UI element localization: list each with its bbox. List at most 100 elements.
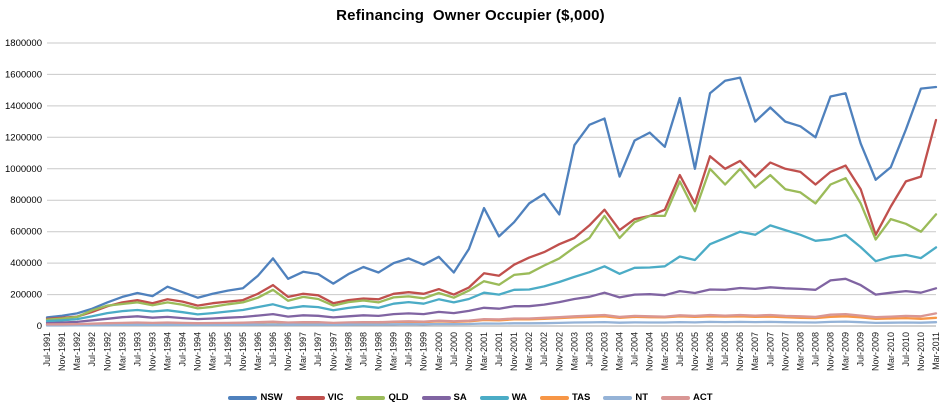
x-tick-label: Nov-2006 (735, 332, 745, 371)
x-tick-label: Nov-1995 (238, 332, 248, 371)
x-tick-label: Nov-1991 (57, 332, 67, 371)
x-tick-label: Mar-2007 (750, 332, 760, 371)
legend-label-nt: NT (635, 392, 649, 403)
chart-legend: NSW VIC QLD SA WA TAS NT ACT (0, 392, 941, 403)
x-tick-label: Mar-1994 (163, 332, 173, 371)
x-tick-label: Mar-2011 (931, 332, 941, 370)
x-tick-label: Nov-2000 (464, 332, 474, 371)
x-tick-label: Jul-1999 (404, 332, 414, 367)
legend-swatch-vic (295, 395, 325, 400)
x-tick-label: Nov-1992 (102, 332, 112, 371)
x-tick-label: Jul-1995 (223, 332, 233, 367)
x-tick-label: Mar-1996 (253, 332, 263, 371)
legend-swatch-nsw (228, 395, 258, 400)
x-tick-label: Jul-1992 (87, 332, 97, 367)
x-tick-label: Jul-1997 (313, 332, 323, 367)
y-tick-label: 1200000 (5, 132, 42, 143)
legend-swatch-sa (421, 395, 451, 400)
legend-label-qld: QLD (388, 392, 409, 403)
x-tick-label: Jul-2006 (720, 332, 730, 367)
x-tick-label: Jul-2009 (856, 332, 866, 367)
x-tick-label: Nov-1999 (419, 332, 429, 371)
series-line-wa (45, 224, 938, 323)
x-tick-label: Nov-2001 (509, 332, 519, 371)
x-tick-label: Nov-2004 (645, 332, 655, 371)
x-tick-label: Mar-2003 (569, 332, 579, 371)
x-tick-label: Mar-2010 (886, 332, 896, 371)
y-tick-label: 1800000 (5, 38, 42, 49)
y-tick-label: 1600000 (5, 69, 42, 80)
y-tick-label: 1400000 (5, 101, 42, 112)
series-line-act (45, 312, 938, 326)
x-tick-label: Jul-1991 (42, 332, 52, 367)
x-tick-label: Jul-2000 (449, 332, 459, 367)
y-tick-label: 1000000 (5, 164, 42, 175)
x-tick-label: Mar-1992 (72, 332, 82, 371)
x-tick-label: Nov-1996 (283, 332, 293, 371)
x-tick-label: Mar-2009 (841, 332, 851, 371)
legend-label-nsw: NSW (260, 392, 283, 403)
legend-swatch-wa (479, 395, 509, 400)
x-tick-label: Jul-1996 (268, 332, 278, 367)
x-tick-label: Nov-2002 (554, 332, 564, 371)
x-tick-label: Mar-2001 (479, 332, 489, 371)
x-tick-label: Jul-2010 (901, 332, 911, 367)
x-tick-label: Nov-2005 (690, 332, 700, 371)
x-tick-label: Nov-1994 (193, 332, 203, 371)
x-tick-label: Nov-1993 (148, 332, 158, 371)
legend-label-tas: TAS (572, 392, 591, 403)
x-tick-label: Jul-1998 (358, 332, 368, 367)
legend-item-wa: WA (479, 392, 528, 403)
chart-title: Refinancing Owner Occupier ($,000) (336, 7, 605, 24)
x-tick-label: Nov-2009 (871, 332, 881, 371)
x-tick-label: Jul-2001 (494, 332, 504, 367)
x-tick-label: Mar-1999 (389, 332, 399, 371)
y-tick-label: 200000 (10, 290, 42, 301)
legend-item-nt: NT (603, 392, 648, 403)
legend-item-nsw: NSW (228, 392, 283, 403)
x-tick-label: Nov-1997 (328, 332, 338, 371)
x-tick-label: Jul-2007 (765, 332, 775, 367)
x-tick-label: Jul-2004 (630, 332, 640, 367)
x-tick-label: Mar-2008 (795, 332, 805, 371)
legend-swatch-tas (540, 395, 570, 400)
legend-label-act: ACT (693, 392, 713, 403)
y-tick-label: 0 (37, 321, 42, 332)
y-tick-label: 400000 (10, 258, 42, 269)
x-tick-label: Nov-1998 (374, 332, 384, 371)
legend-item-vic: VIC (295, 392, 344, 403)
x-tick-label: Jul-2008 (811, 332, 821, 367)
x-tick-label: Mar-2005 (660, 332, 670, 371)
legend-swatch-act (661, 395, 691, 400)
x-tick-label: Mar-2004 (615, 332, 625, 371)
x-tick-label: Nov-2008 (826, 332, 836, 371)
legend-item-act: ACT (661, 392, 713, 403)
legend-label-sa: SA (453, 392, 467, 403)
x-tick-label: Nov-2010 (916, 332, 926, 371)
series-line-qld (45, 167, 938, 321)
x-tick-label: Mar-1993 (117, 332, 127, 371)
y-tick-label: 800000 (10, 195, 42, 206)
series-line-nsw (45, 76, 938, 319)
x-tick-label: Jul-2005 (675, 332, 685, 367)
x-tick-label: Nov-2007 (780, 332, 790, 371)
x-tick-label: Mar-2000 (434, 332, 444, 371)
x-tick-label: Mar-1997 (298, 332, 308, 371)
legend-swatch-nt (603, 395, 633, 400)
x-tick-label: Jul-1994 (178, 332, 188, 367)
legend-item-qld: QLD (356, 392, 409, 403)
series-line-vic (45, 118, 938, 321)
x-tick-label: Mar-2002 (524, 332, 534, 371)
legend-label-vic: VIC (327, 392, 344, 403)
x-tick-label: Jul-2002 (539, 332, 549, 367)
legend-item-tas: TAS (540, 392, 590, 403)
legend-label-wa: WA (511, 392, 528, 403)
series-line-sa (45, 277, 938, 325)
x-tick-label: Nov-2003 (600, 332, 610, 371)
legend-item-sa: SA (421, 392, 467, 403)
y-tick-label: 600000 (10, 227, 42, 238)
x-tick-label: Mar-2006 (705, 332, 715, 371)
legend-swatch-qld (356, 395, 386, 400)
